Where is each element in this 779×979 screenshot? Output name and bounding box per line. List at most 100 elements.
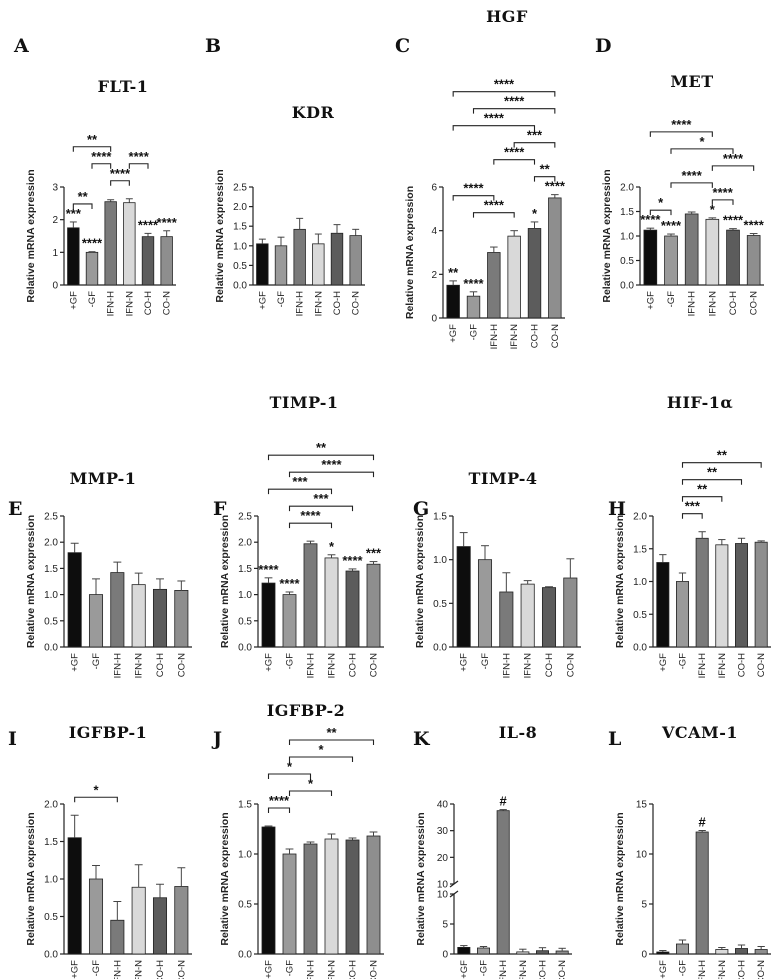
x-tick-label: CO-N xyxy=(557,960,568,979)
bar--gf xyxy=(477,559,493,648)
y-tick-label: 40 xyxy=(437,800,449,811)
bar--gf xyxy=(656,562,670,648)
y-tick-label: 1.5 xyxy=(620,207,634,218)
bar-co-h xyxy=(726,229,740,286)
bar--gf xyxy=(664,235,678,286)
bracket-label: *** xyxy=(313,491,329,506)
y-tick-label: 2.0 xyxy=(44,538,58,549)
y-tick-label: 0.5 xyxy=(633,610,647,621)
bar-significance-label: **** xyxy=(661,218,682,233)
bracket-label: ** xyxy=(717,448,728,463)
panel-letter: C xyxy=(395,35,410,57)
y-tick-label: 1.5 xyxy=(433,512,447,523)
x-tick-label: -GF xyxy=(285,653,296,670)
y-axis-label: Relative mRNA expression xyxy=(404,186,416,319)
bar-co-h xyxy=(345,570,360,648)
panel-g: G TIMP-4 0.0 0.5 1.0 1.5 Relative mRNA express… xyxy=(413,469,581,678)
significance-bracket xyxy=(670,182,713,188)
bracket-label: **** xyxy=(91,149,112,164)
x-tick-label: +GF xyxy=(658,960,669,979)
x-tick-label: -GF xyxy=(480,653,491,670)
y-axis-label: Relative mRNA expression xyxy=(415,812,427,945)
bar-significance-label: **** xyxy=(342,553,363,568)
bar-co-n xyxy=(349,235,362,286)
x-tick-label: +GF xyxy=(459,960,470,979)
y-axis-label: Relative mRNA expression xyxy=(25,169,37,302)
x-tick-label: +GF xyxy=(264,960,275,979)
bar-ifn-h xyxy=(499,591,514,648)
x-tick-label: IFN-N xyxy=(717,960,728,979)
x-tick-label: CO-N xyxy=(176,653,187,677)
y-tick-label: 3 xyxy=(52,183,58,194)
panel-title: IGFBP-2 xyxy=(267,701,345,720)
bar-co-n xyxy=(746,235,761,286)
bracket-label: * xyxy=(699,134,705,149)
bar-co-n xyxy=(366,563,381,648)
significance-bracket xyxy=(472,212,515,218)
significance-bracket xyxy=(493,159,536,165)
bar-significance-label: * xyxy=(532,206,538,221)
x-tick-label: IFN-H xyxy=(306,653,317,678)
x-tick-label: IFN-H xyxy=(687,291,698,316)
bar-co-n xyxy=(174,590,189,648)
bracket-label: * xyxy=(308,776,314,791)
significance-bracket xyxy=(670,148,734,154)
x-tick-label: CO-H xyxy=(332,291,343,315)
y-tick-label: 2.0 xyxy=(44,800,58,811)
x-tick-label: -GF xyxy=(285,960,296,977)
bar-significance-label: * xyxy=(329,539,335,554)
significance-bracket xyxy=(681,496,723,502)
bracket-label: **** xyxy=(484,111,505,126)
y-tick-label: 0 xyxy=(442,950,448,961)
bar-ifn-h xyxy=(110,919,125,955)
y-tick-label: 1.0 xyxy=(44,875,58,886)
bar-ifn-n xyxy=(516,951,530,955)
y-axis-label: Relative mRNA expression xyxy=(25,515,37,648)
bar-significance-label: **** xyxy=(279,576,300,591)
x-tick-label: IFN-N xyxy=(134,960,145,979)
significance-bracket xyxy=(472,108,556,114)
bracket-label: ** xyxy=(78,189,89,204)
bar-ifn-h xyxy=(110,572,125,648)
bar-co-h xyxy=(735,948,748,955)
y-tick-label: 1 xyxy=(52,248,58,259)
significance-bracket xyxy=(649,209,672,216)
x-tick-label: +GF xyxy=(658,653,669,672)
panel-j: J IGFBP-2 0.0 0.5 1.0 1.5 Relative mRNA expres… xyxy=(211,701,384,979)
panel-h: H HIF-1α 0.0 0.5 1.0 1.5 2.0 Relative mRNA expr… xyxy=(608,393,771,678)
y-tick-label: 0.0 xyxy=(633,643,647,654)
bracket-label: **** xyxy=(269,793,290,808)
bar-co-n xyxy=(754,541,768,648)
x-tick-label: CO-N xyxy=(756,653,767,677)
bar-ifn-h xyxy=(293,228,306,286)
x-tick-label: IFN-N xyxy=(707,291,718,316)
x-tick-label: IFN-N xyxy=(518,960,529,979)
x-tick-label: CO-H xyxy=(737,653,748,677)
bar--gf xyxy=(88,594,104,648)
bracket-label: * xyxy=(658,195,664,210)
y-tick-label: 0.5 xyxy=(233,261,247,272)
x-tick-label: -GF xyxy=(479,960,490,977)
x-tick-label: CO-H xyxy=(530,324,541,348)
bar--gf xyxy=(88,878,104,955)
x-tick-label: IFN-H xyxy=(112,960,123,979)
bracket-label: ** xyxy=(326,725,337,740)
y-tick-label: 2.5 xyxy=(44,512,58,523)
panel-f: F TIMP-1 0.0 0.5 1.0 1.5 2.0 2.5 Relative mRNA e… xyxy=(213,393,384,678)
x-tick-label: -GF xyxy=(678,960,689,977)
significance-bracket xyxy=(288,739,375,745)
bar--gf xyxy=(282,853,297,955)
bar-ifn-h xyxy=(496,810,510,955)
y-tick-label: 1.0 xyxy=(433,555,447,566)
bar-co-n xyxy=(555,950,569,955)
panel-letter: J xyxy=(211,728,222,750)
x-tick-label: IFN-H xyxy=(306,960,317,979)
x-tick-label: -GF xyxy=(87,291,98,308)
x-tick-label: CO-H xyxy=(143,291,154,315)
bar-co-h xyxy=(345,839,360,955)
x-tick-label: IFN-N xyxy=(327,960,338,979)
bracket-label: *** xyxy=(685,499,701,514)
y-tick-label: 6 xyxy=(431,183,437,194)
panel-letter: F xyxy=(213,498,227,520)
y-tick-label: 1.5 xyxy=(44,564,58,575)
